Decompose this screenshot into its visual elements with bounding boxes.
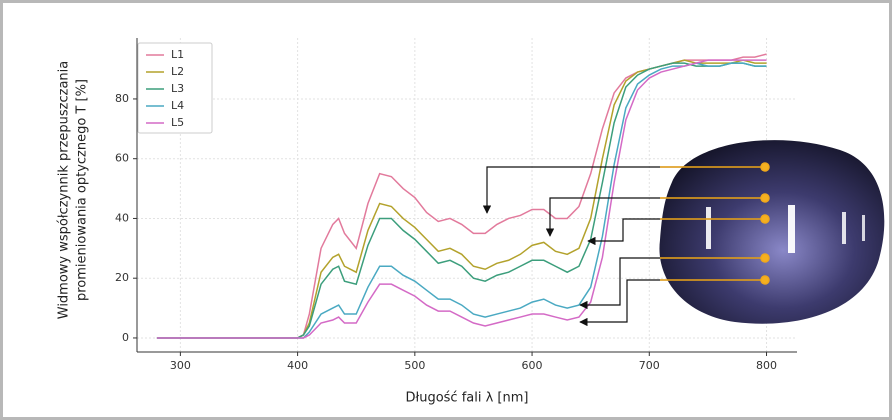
lens (659, 140, 885, 324)
reflection (788, 205, 795, 253)
series-line (156, 62, 767, 339)
y-tick-label: 20 (115, 271, 129, 284)
series-line (156, 59, 767, 339)
x-tick-label: 300 (170, 359, 191, 372)
x-axis-label: Długość fali λ [nm] (406, 391, 529, 406)
legend-label: L5 (171, 116, 184, 129)
legend-box (137, 42, 213, 134)
x-tick-label: 500 (404, 359, 425, 372)
y-axis-label: promieniowania optycznego T [%] (75, 79, 90, 301)
reflection (862, 215, 865, 241)
y-tick-label: 40 (115, 211, 129, 224)
lens-illustration (659, 140, 885, 324)
legend-label: L3 (171, 82, 184, 95)
dot (760, 193, 770, 203)
y-tick-label: 60 (115, 152, 129, 165)
x-tick-label: 700 (639, 359, 660, 372)
dot (760, 253, 770, 263)
legend-label: L1 (171, 48, 184, 61)
reflection (706, 207, 711, 249)
y-tick-label: 0 (122, 331, 129, 344)
dot (760, 162, 770, 172)
reflection (842, 212, 846, 244)
y-axis-label: Widmowy współczynnik przepuszczania (57, 61, 72, 320)
legend-label: L4 (171, 99, 184, 112)
plot-area: 300 400 500 600 700 800 0 20 40 60 80 L1 L2 L3 L4 L5 (115, 38, 797, 372)
dot (760, 214, 770, 224)
series-line (156, 62, 767, 339)
legend-label: L2 (171, 65, 184, 78)
y-tick-label: 80 (115, 92, 129, 105)
x-tick-label: 800 (756, 359, 777, 372)
dot (760, 275, 770, 285)
x-tick-label: 600 (522, 359, 543, 372)
x-tick-label: 400 (287, 359, 308, 372)
lens-points (660, 162, 770, 285)
